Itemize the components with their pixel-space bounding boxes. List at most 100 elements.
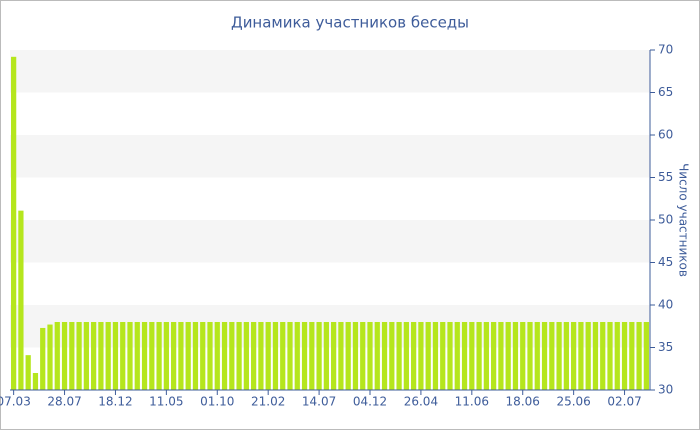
x-tick-label: 28.07 [47, 395, 81, 409]
bar [607, 322, 613, 390]
bar [592, 322, 599, 390]
bar [432, 322, 439, 390]
x-tick-label: 25.06 [556, 395, 590, 409]
bar [498, 322, 504, 390]
bar [418, 322, 424, 390]
bar [425, 322, 431, 390]
bar [221, 322, 228, 390]
bar [61, 322, 68, 390]
bar [571, 322, 577, 390]
y-tick-label: 40 [658, 298, 673, 312]
x-tick-label: 11.05 [149, 395, 183, 409]
bar [374, 322, 380, 390]
y-tick-label: 55 [658, 170, 673, 184]
bar [134, 322, 140, 390]
bar [171, 322, 177, 390]
x-tick-label: 11.06 [455, 395, 489, 409]
bar [585, 322, 591, 390]
bar [258, 322, 264, 390]
bar [512, 322, 519, 390]
x-tick-label: 26.04 [404, 395, 438, 409]
bar [331, 322, 337, 390]
bar [18, 210, 24, 390]
bar [389, 322, 395, 390]
bar [141, 322, 148, 390]
bar [629, 322, 635, 390]
bar [185, 322, 191, 390]
bar [280, 322, 286, 390]
y-tick-label: 50 [658, 213, 673, 227]
bar [461, 322, 468, 390]
bar [156, 322, 162, 390]
x-tick-label: 18.12 [98, 395, 132, 409]
x-tick-label: 04.12 [353, 395, 387, 409]
bar [127, 322, 133, 390]
bar [265, 322, 271, 390]
y-tick-label: 65 [658, 85, 673, 99]
bar [454, 322, 460, 390]
y-axis-title: Число участников [677, 163, 691, 277]
y-tick-label: 70 [658, 43, 673, 57]
y-tick-label: 45 [658, 255, 673, 269]
x-tick-label: 01.10 [200, 395, 234, 409]
bar [11, 56, 17, 391]
bar [25, 355, 31, 390]
bar [149, 322, 155, 390]
bar [643, 322, 649, 390]
bar [520, 322, 526, 390]
bar [54, 322, 60, 390]
bar [534, 322, 540, 390]
bar [120, 322, 126, 390]
bar [294, 322, 300, 390]
bar [367, 322, 373, 390]
bar [447, 322, 453, 390]
bar [32, 373, 39, 390]
bar [563, 322, 569, 390]
bar [556, 322, 562, 390]
grid-band [10, 135, 650, 178]
bar [163, 322, 169, 390]
bar [469, 322, 475, 390]
bar [251, 322, 257, 390]
bar [40, 327, 46, 390]
bar [549, 322, 555, 390]
bar [621, 322, 628, 390]
bar [105, 322, 111, 390]
bar [483, 322, 489, 390]
bar [578, 322, 584, 390]
bar [112, 322, 119, 390]
bar [178, 322, 184, 390]
bar [352, 322, 359, 390]
bar [98, 322, 104, 390]
x-tick-label: 14.07 [302, 395, 336, 409]
bar [396, 322, 402, 390]
x-tick-label: 21.02 [251, 395, 285, 409]
bar [491, 322, 497, 390]
bar [243, 322, 249, 390]
bar [272, 322, 279, 390]
bar [440, 322, 446, 390]
bar [323, 322, 329, 390]
bar [541, 322, 548, 390]
bar [360, 322, 366, 390]
bar [192, 322, 199, 390]
bar [76, 322, 82, 390]
bar [476, 322, 482, 390]
bar [505, 322, 511, 390]
bar [301, 322, 308, 390]
bar [636, 322, 642, 390]
y-tick-label: 35 [658, 340, 673, 354]
y-tick-label: 60 [658, 128, 673, 142]
bar [83, 322, 89, 390]
bar [381, 322, 388, 390]
y-tick-label: 30 [658, 383, 673, 397]
bar [214, 322, 220, 390]
x-tick-label: 18.06 [506, 395, 540, 409]
x-tick-label: 07.03 [0, 395, 31, 409]
grid-band [10, 50, 650, 93]
bar [345, 322, 351, 390]
x-tick-label: 02.07 [607, 395, 641, 409]
bar [229, 322, 235, 390]
bar [600, 322, 606, 390]
bar [403, 322, 409, 390]
